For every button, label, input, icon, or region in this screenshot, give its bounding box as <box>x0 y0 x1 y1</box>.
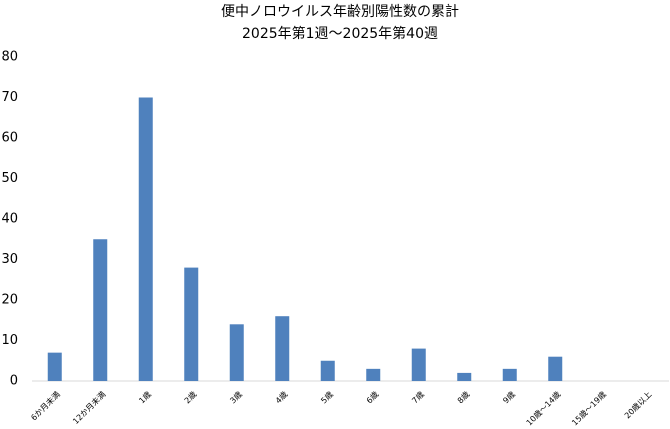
chart-subtitle: 2025年第1週～2025年第40週 <box>242 25 438 42</box>
y-tick-label: 60 <box>1 131 18 146</box>
y-tick-label: 40 <box>1 212 18 227</box>
y-tick-label: 70 <box>1 90 18 105</box>
bar <box>411 348 426 381</box>
y-tick-label: 0 <box>10 374 18 389</box>
bar <box>184 267 199 381</box>
y-tick-label: 30 <box>1 252 18 267</box>
bar <box>47 352 62 381</box>
bar <box>138 97 153 381</box>
y-tick-label: 10 <box>1 333 18 348</box>
chart-title: 便中ノロウイルス年齢別陽性数の累計 <box>221 4 459 20</box>
y-tick-label: 20 <box>1 293 18 308</box>
bar <box>502 368 517 381</box>
bar <box>366 368 381 381</box>
bar <box>229 324 244 381</box>
bar <box>93 239 108 381</box>
bar <box>548 356 563 381</box>
y-tick-label: 50 <box>1 171 18 186</box>
bar <box>275 316 290 381</box>
y-tick-label: 80 <box>1 50 18 65</box>
bar <box>457 372 472 381</box>
bar <box>320 360 335 381</box>
